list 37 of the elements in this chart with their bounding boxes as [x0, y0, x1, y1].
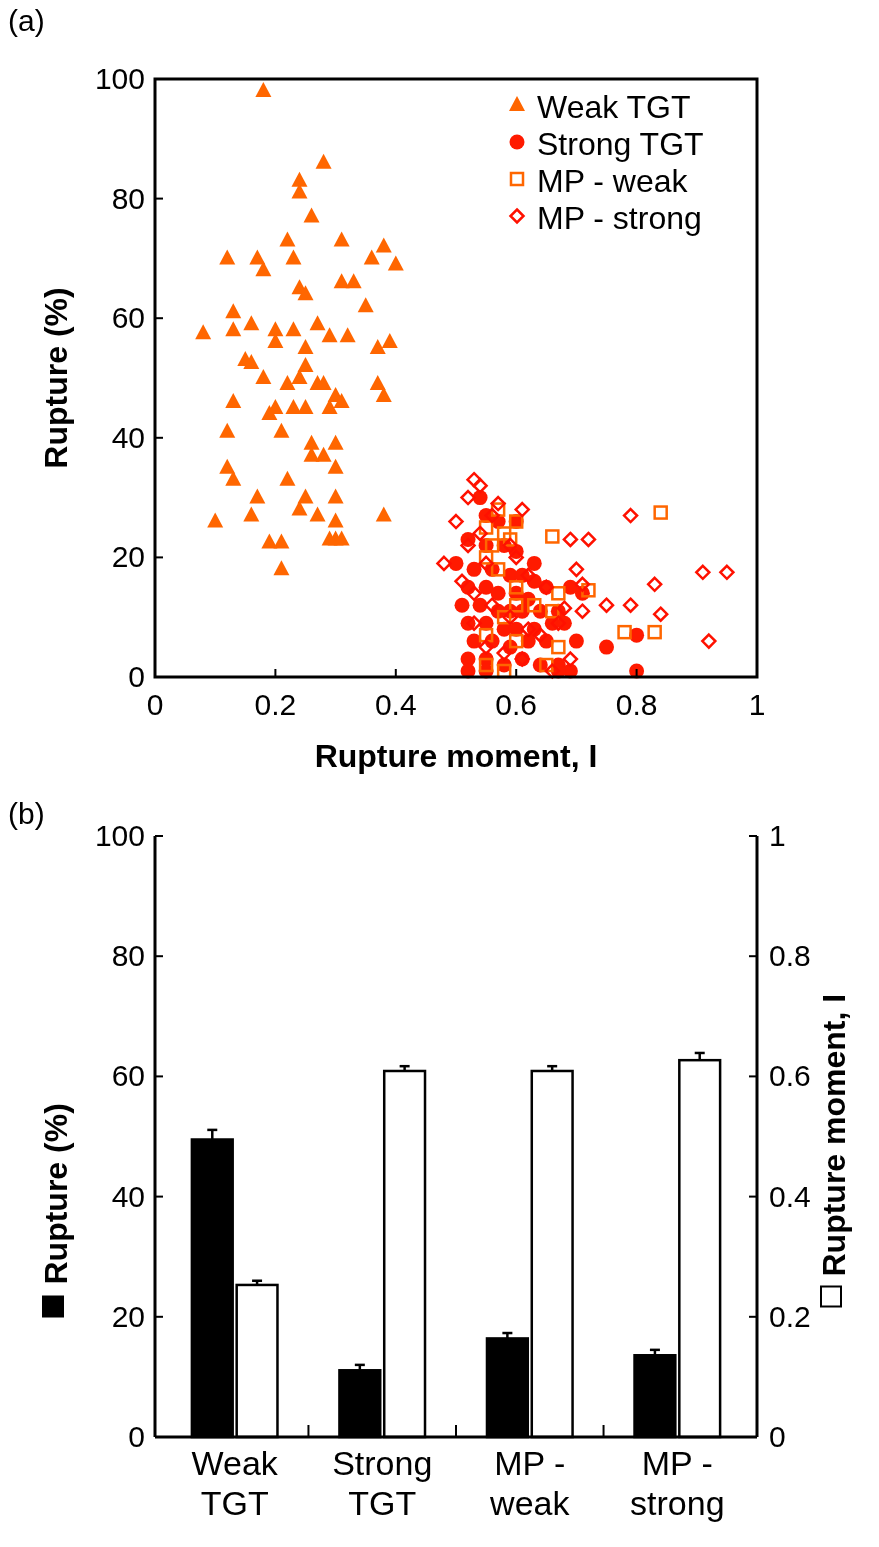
- x-tick-label: 0.6: [495, 688, 538, 721]
- legend-label: MP - strong: [537, 200, 702, 236]
- y-tick-label: 100: [94, 819, 145, 852]
- y-tick-label: 20: [111, 1299, 145, 1333]
- chart-title: (a): [8, 4, 45, 37]
- y-tick-label: 0: [128, 1420, 145, 1453]
- y2-axis-title: Rupture moment, I: [816, 993, 852, 1277]
- y-tick-label: 100: [94, 62, 145, 95]
- y-tick-label: 20: [111, 540, 145, 574]
- x-tick-label: 0.2: [254, 688, 297, 721]
- y2-tick-label: 0.6: [769, 1059, 811, 1093]
- y2-tick-label: 0: [769, 1420, 786, 1453]
- y-axis-title: Rupture (%): [38, 1103, 74, 1285]
- x-tick-label: MP - weak: [489, 1444, 571, 1522]
- y2-tick-label: 0.8: [769, 939, 811, 973]
- y2-tick-label: 0.2: [769, 1299, 811, 1333]
- y-tick-label: 60: [111, 1059, 145, 1093]
- y2-tick-label: 0.4: [769, 1179, 811, 1213]
- legend-label: Strong TGT: [537, 126, 704, 162]
- x-tick-label: Weak TGT: [191, 1444, 279, 1522]
- y-tick-label: 80: [111, 939, 145, 973]
- y2-tick-label: 1: [769, 819, 786, 852]
- y-tick-label: 60: [111, 301, 145, 335]
- x-tick-label: 1: [748, 688, 766, 721]
- y-tick-label: 80: [111, 181, 145, 215]
- legend-label: Weak TGT: [537, 89, 691, 125]
- y-tick-label: 40: [111, 1179, 145, 1213]
- y-axis-title: Rupture (%): [38, 287, 74, 469]
- x-tick-label: Strong TGT: [332, 1444, 433, 1522]
- legend-label: MP - weak: [537, 163, 689, 199]
- y-tick-label: 0: [128, 660, 145, 693]
- x-tick-label: MP - strong: [630, 1444, 725, 1522]
- chart-title: (b): [8, 797, 45, 830]
- x-axis-title: Rupture moment, I: [314, 738, 598, 774]
- y-tick-label: 40: [111, 420, 145, 454]
- x-tick-label: 0.4: [374, 688, 417, 721]
- x-tick-label: 0.8: [615, 688, 658, 721]
